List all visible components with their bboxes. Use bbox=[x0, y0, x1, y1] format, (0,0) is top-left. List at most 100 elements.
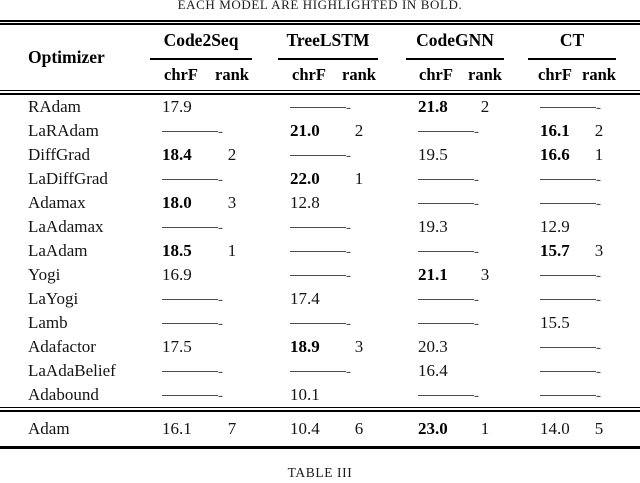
dash-hyphen: - bbox=[596, 292, 601, 308]
dash-line bbox=[290, 106, 346, 108]
table-row: LaYogi - 17.4 - - bbox=[0, 287, 640, 311]
missing-value-dash: - bbox=[528, 169, 616, 189]
model-header-ct: CT bbox=[528, 30, 616, 60]
table-row: Adabound - 10.1 - - bbox=[0, 383, 640, 407]
rank-value: 2 bbox=[480, 97, 490, 116]
dash-hyphen: - bbox=[596, 196, 601, 212]
missing-value-dash: - bbox=[150, 361, 252, 381]
table-row: Adafactor 17.5 18.9 3 20.3 - bbox=[0, 335, 640, 359]
missing-value-dash: - bbox=[528, 97, 616, 117]
dash-line bbox=[162, 178, 218, 180]
dash-hyphen: - bbox=[218, 316, 223, 332]
optimizer-name: Adam bbox=[28, 419, 70, 438]
dash-hyphen: - bbox=[346, 220, 351, 236]
rank-value: 3 bbox=[354, 337, 364, 356]
optimizer-name: LaYogi bbox=[28, 289, 79, 308]
chrf-value: 12.8 bbox=[290, 193, 320, 212]
missing-value-dash: - bbox=[150, 313, 252, 333]
dash-line bbox=[418, 394, 474, 396]
dash-line bbox=[540, 298, 596, 300]
chrf-value: 16.1 bbox=[540, 121, 570, 140]
dash-line bbox=[162, 370, 218, 372]
missing-value-dash: - bbox=[278, 97, 378, 117]
missing-value-dash: - bbox=[150, 289, 252, 309]
rank-value: 2 bbox=[354, 121, 364, 140]
dash-line bbox=[418, 130, 474, 132]
dash-hyphen: - bbox=[596, 388, 601, 404]
chrf-value: 16.6 bbox=[540, 145, 570, 164]
dash-hyphen: - bbox=[474, 244, 479, 260]
missing-value-dash: - bbox=[406, 241, 504, 261]
dash-line bbox=[162, 130, 218, 132]
missing-value-dash: - bbox=[406, 169, 504, 189]
chrf-value: 17.5 bbox=[162, 337, 192, 356]
chrf-value: 18.0 bbox=[162, 193, 192, 212]
rank-value: 2 bbox=[227, 145, 237, 164]
dash-line bbox=[290, 250, 346, 252]
chrf-subheader-codegnn: chrF bbox=[419, 65, 453, 84]
missing-value-dash: - bbox=[406, 385, 504, 405]
chrf-value: 18.5 bbox=[162, 241, 192, 260]
table-caption-tail: EACH MODEL ARE HIGHLIGHTED IN BOLD. bbox=[177, 0, 463, 12]
table-row: LaDiffGrad - 22.0 1 - - bbox=[0, 167, 640, 191]
optimizer-name: Adafactor bbox=[28, 337, 96, 356]
dash-line bbox=[418, 322, 474, 324]
model-header-codegnn: CodeGNN bbox=[406, 30, 504, 60]
dash-hyphen: - bbox=[474, 196, 479, 212]
rank-value: 7 bbox=[227, 419, 237, 438]
dash-line bbox=[290, 370, 346, 372]
missing-value-dash: - bbox=[278, 145, 378, 165]
chrf-value: 19.3 bbox=[418, 217, 448, 236]
chrf-value: 12.9 bbox=[540, 217, 570, 236]
dash-hyphen: - bbox=[596, 100, 601, 116]
rank-value: 3 bbox=[594, 241, 604, 260]
optimizer-name: LaAdamax bbox=[28, 217, 104, 236]
dash-line bbox=[290, 154, 346, 156]
dash-hyphen: - bbox=[218, 124, 223, 140]
rank-value: 3 bbox=[480, 265, 490, 284]
table-row: LaRAdam - 21.0 2 - 16.1 2 bbox=[0, 119, 640, 143]
dash-hyphen: - bbox=[596, 268, 601, 284]
table-row: LaAdam 18.5 1 - - 15.7 3 bbox=[0, 239, 640, 263]
optimizer-name: Lamb bbox=[28, 313, 68, 332]
missing-value-dash: - bbox=[528, 337, 616, 357]
dash-hyphen: - bbox=[218, 364, 223, 380]
baseline-row-container: Adam 16.1 7 10.4 6 23.0 1 14.0 5 bbox=[0, 412, 640, 446]
rank-value: 5 bbox=[594, 419, 604, 438]
rank-value: 3 bbox=[227, 193, 237, 212]
table-row: DiffGrad 18.4 2 - 19.5 16.6 1 bbox=[0, 143, 640, 167]
dash-line bbox=[290, 226, 346, 228]
dash-hyphen: - bbox=[596, 172, 601, 188]
dash-hyphen: - bbox=[346, 148, 351, 164]
optimizer-name: LaDiffGrad bbox=[28, 169, 108, 188]
dash-line bbox=[162, 394, 218, 396]
missing-value-dash: - bbox=[528, 385, 616, 405]
optimizer-name: Adamax bbox=[28, 193, 86, 212]
dash-line bbox=[418, 202, 474, 204]
dash-hyphen: - bbox=[596, 340, 601, 356]
chrf-value: 23.0 bbox=[418, 419, 448, 438]
rank-value: 6 bbox=[354, 419, 364, 438]
chrf-value: 15.7 bbox=[540, 241, 570, 260]
rank-subheader-ct: rank bbox=[582, 65, 616, 84]
dash-hyphen: - bbox=[474, 316, 479, 332]
dash-line bbox=[418, 178, 474, 180]
chrf-subheader-ct: chrF bbox=[538, 65, 572, 84]
header-body-separator-rule bbox=[0, 90, 640, 95]
dash-hyphen: - bbox=[346, 316, 351, 332]
rank-value: 1 bbox=[354, 169, 364, 188]
chrf-value: 10.4 bbox=[290, 419, 320, 438]
dash-hyphen: - bbox=[218, 172, 223, 188]
table-header: Optimizer Code2Seq TreeLSTM CodeGNN CT c… bbox=[0, 25, 640, 90]
chrf-value: 21.8 bbox=[418, 97, 448, 116]
optimizer-name: LaAdaBelief bbox=[28, 361, 116, 380]
dash-hyphen: - bbox=[346, 268, 351, 284]
table-bottom-rule bbox=[0, 446, 640, 449]
missing-value-dash: - bbox=[278, 217, 378, 237]
optimizer-name: RAdam bbox=[28, 97, 81, 116]
missing-value-dash: - bbox=[278, 265, 378, 285]
table-top-rule bbox=[0, 20, 640, 25]
missing-value-dash: - bbox=[278, 313, 378, 333]
optimizer-name: LaAdam bbox=[28, 241, 88, 260]
rank-subheader-code2seq: rank bbox=[215, 65, 249, 84]
